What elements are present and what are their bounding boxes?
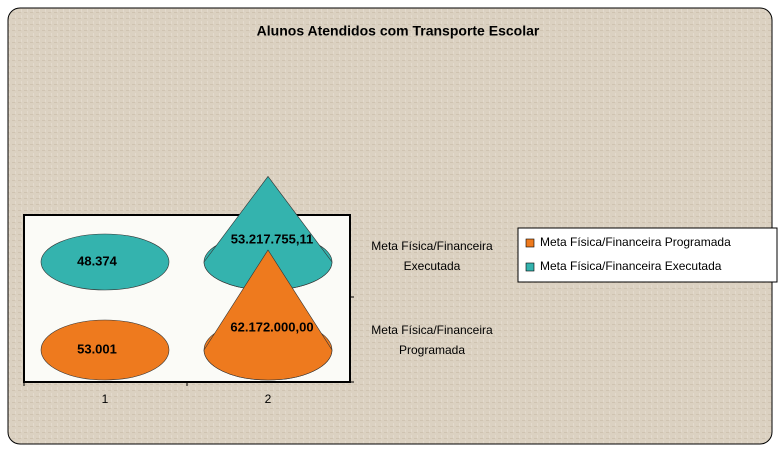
x-tick-label: 1 xyxy=(102,392,109,406)
data-label: 62.172.000,00 xyxy=(230,319,313,334)
cone-base xyxy=(40,319,170,381)
cone-body xyxy=(203,249,333,381)
cone xyxy=(40,233,170,291)
legend-label: Meta Física/Financeira Programada xyxy=(540,235,731,249)
legend-swatch xyxy=(525,262,535,272)
cone-base xyxy=(40,233,170,291)
data-label: 53.217.755,11 xyxy=(231,231,313,246)
data-label: 53.001 xyxy=(77,341,117,356)
cone xyxy=(40,319,170,381)
chart-title: Alunos Atendidos com Transporte Escolar xyxy=(257,23,540,39)
data-label: 48.374 xyxy=(77,253,118,268)
x-tick-label: 2 xyxy=(265,392,272,406)
legend-swatch xyxy=(525,238,535,248)
depth-label: Meta Física/Financeira Programada xyxy=(371,323,493,357)
depth-label: Meta Física/Financeira Executada xyxy=(371,239,493,273)
legend xyxy=(517,227,778,283)
legend-label: Meta Física/Financeira Executada xyxy=(540,259,722,273)
cone xyxy=(203,249,333,381)
